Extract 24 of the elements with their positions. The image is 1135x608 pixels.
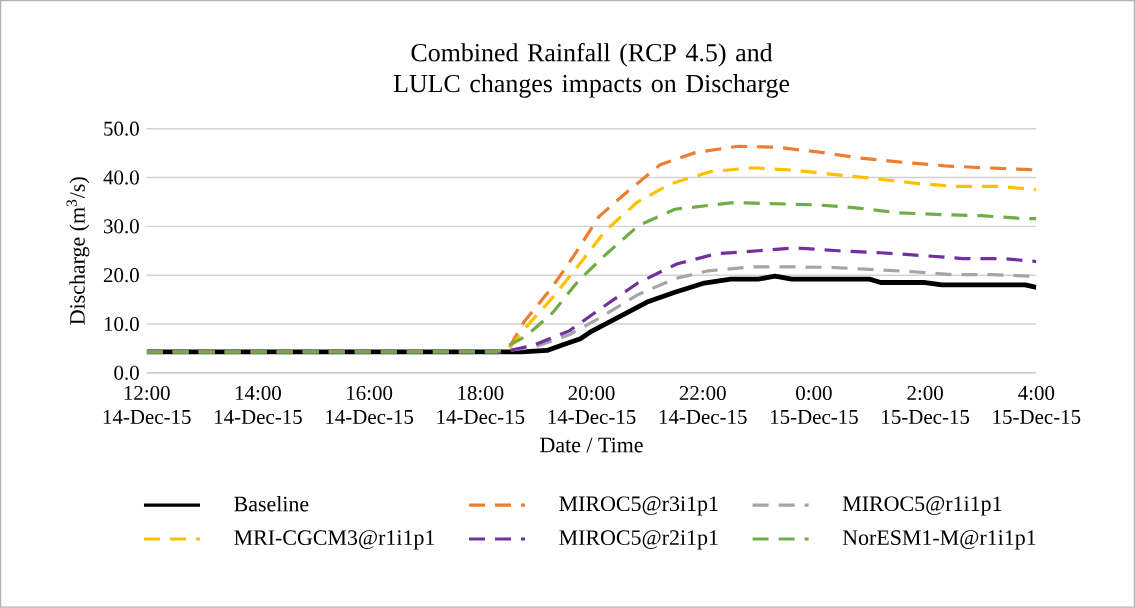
- y-tick-label: 0.0: [114, 365, 139, 381]
- x-tick-label: 22:00 14-Dec-15: [659, 386, 747, 425]
- legend-label: MIROC5@r1i1p1: [842, 496, 1002, 516]
- x-tick-label: 14:00 14-Dec-15: [214, 386, 302, 425]
- x-tick-label: 4:00 15-Dec-15: [993, 386, 1081, 425]
- y-tick-label: 30.0: [104, 219, 139, 234]
- chart-title: Combined Rainfall (RCP 4.5) and LULC changes impacts on Discharge: [393, 43, 790, 98]
- legend-label: MIROC5@r2i1p1: [559, 530, 718, 550]
- y-tick-label: 10.0: [104, 317, 139, 332]
- y-axis-title: Discharge (m$^{3}$/s): [66, 177, 90, 325]
- y-tick-label: 20.0: [103, 268, 139, 283]
- legend-label: NorESM1-M@r1i1p1: [842, 530, 1036, 550]
- x-tick-label: 16:00 14-Dec-15: [326, 386, 414, 425]
- x-tick-label: 12:00 14-Dec-15: [103, 386, 191, 425]
- x-tick-label: 18:00 14-Dec-15: [437, 386, 525, 425]
- legend-label: Baseline: [234, 496, 309, 512]
- legend-label: MIROC5@r3i1p1: [559, 496, 718, 516]
- x-tick-label: 0:00 15-Dec-15: [771, 386, 858, 425]
- y-tick-label: 40.0: [103, 170, 139, 185]
- legend-label: MRI-CGCM3@r1i1p1: [234, 530, 435, 550]
- x-axis-title: Date / Time: [540, 437, 643, 453]
- x-tick-label: 20:00 14-Dec-15: [548, 386, 636, 425]
- x-tick-label: 2:00 15-Dec-15: [882, 386, 970, 425]
- y-tick-label: 50.0: [104, 121, 139, 136]
